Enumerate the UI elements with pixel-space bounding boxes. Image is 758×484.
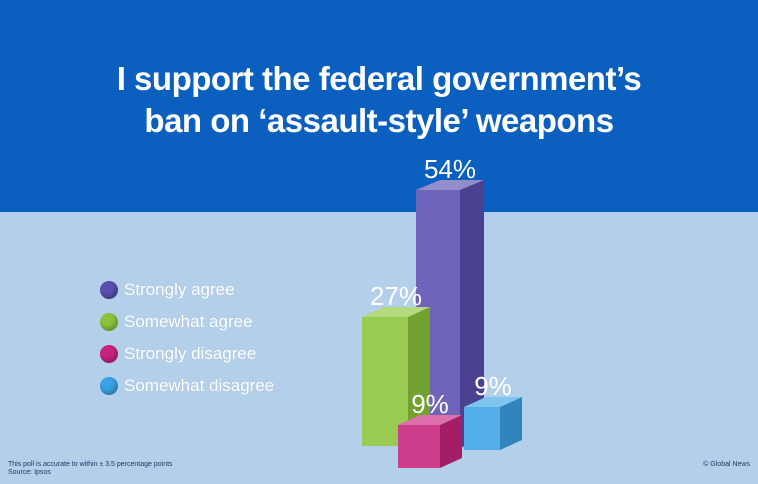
bar-top-strongly-disagree: [398, 415, 462, 425]
bar-top-strongly-agree: [416, 180, 484, 190]
bar-side-somewhat-agree: [408, 307, 430, 446]
footnote-accuracy: This poll is accurate to within ± 3.5 pe…: [8, 461, 173, 468]
legend-item-somewhat-agree: Somewhat agree: [100, 311, 274, 332]
value-label-strongly-disagree: 9%: [411, 389, 449, 419]
value-label-somewhat-disagree: 9%: [474, 371, 512, 401]
title-line-2: ban on ‘assault-style’ weapons: [144, 102, 614, 139]
legend-label: Strongly agree: [124, 279, 235, 299]
bar-somewhat-agree: [362, 307, 430, 446]
bar-somewhat-disagree: [464, 397, 522, 450]
footnote-source: Source: Ipsos: [8, 469, 51, 476]
legend: Strongly agree Somewhat agree Strongly d…: [100, 279, 274, 407]
title-line-1: I support the federal government’s: [116, 60, 642, 97]
legend-swatch-somewhat-agree: [100, 312, 118, 331]
credit: © Global News: [703, 461, 750, 468]
legend-label: Somewhat agree: [124, 311, 253, 331]
bar-top-somewhat-agree: [362, 307, 430, 317]
legend-label: Strongly disagree: [124, 343, 257, 363]
legend-swatch-strongly-agree: [100, 280, 118, 299]
legend-item-strongly-agree: Strongly agree: [100, 279, 274, 300]
legend-label: Somewhat disagree: [124, 375, 275, 395]
legend-swatch-strongly-disagree: [100, 344, 118, 363]
footnote: This poll is accurate to within ± 3.5 pe…: [8, 461, 173, 477]
legend-item-somewhat-disagree: Somewhat disagree: [100, 375, 274, 396]
bar-top-somewhat-disagree: [464, 397, 522, 407]
value-label-somewhat-agree: 27%: [370, 281, 422, 311]
legend-item-strongly-disagree: Strongly disagree: [100, 343, 274, 364]
bar-side-somewhat-disagree: [500, 397, 522, 450]
bar-side-strongly-agree: [460, 180, 484, 448]
value-label-strongly-agree: 54%: [424, 154, 476, 184]
chart-title: I support the federal government’s ban o…: [0, 58, 758, 142]
header-band: [0, 0, 758, 212]
bar-front-somewhat-agree: [362, 317, 408, 446]
legend-swatch-somewhat-disagree: [100, 376, 118, 395]
bar-strongly-disagree: [398, 415, 462, 468]
bar-side-strongly-disagree: [440, 415, 462, 468]
bar-front-strongly-disagree: [398, 425, 440, 468]
bar-front-somewhat-disagree: [464, 407, 500, 450]
